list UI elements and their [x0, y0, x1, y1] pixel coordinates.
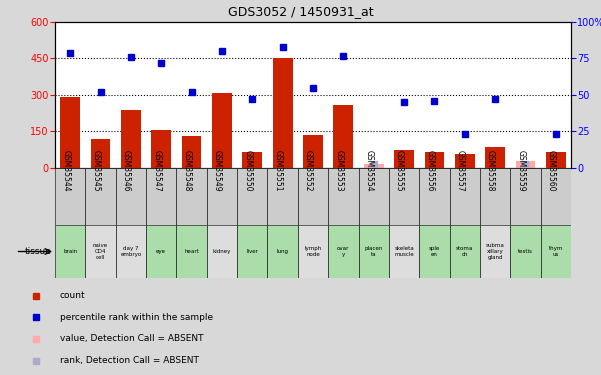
Bar: [480, 168, 510, 225]
Bar: [510, 225, 541, 278]
Text: stoma
ch: stoma ch: [456, 246, 474, 257]
Bar: [273, 58, 293, 168]
Bar: [267, 168, 298, 225]
Text: GSM35545: GSM35545: [91, 150, 100, 192]
Bar: [237, 225, 267, 278]
Text: subma
xillary
gland: subma xillary gland: [486, 243, 505, 260]
Bar: [485, 147, 505, 168]
Text: GSM35549: GSM35549: [213, 150, 222, 192]
Bar: [546, 152, 566, 168]
Text: placen
ta: placen ta: [365, 246, 383, 257]
Bar: [328, 168, 359, 225]
Bar: [541, 168, 571, 225]
Bar: [424, 152, 444, 168]
Bar: [207, 225, 237, 278]
Bar: [85, 225, 116, 278]
Text: testis: testis: [518, 249, 533, 254]
Bar: [419, 168, 450, 225]
Bar: [267, 225, 298, 278]
Bar: [450, 168, 480, 225]
Text: GSM35553: GSM35553: [334, 150, 343, 192]
Bar: [116, 225, 146, 278]
Text: GSM35556: GSM35556: [426, 150, 435, 192]
Text: GSM35558: GSM35558: [486, 150, 495, 192]
Bar: [389, 225, 419, 278]
Bar: [303, 135, 323, 168]
Text: GSM35544: GSM35544: [61, 150, 70, 192]
Text: count: count: [59, 291, 85, 300]
Bar: [359, 225, 389, 278]
Text: thym
us: thym us: [549, 246, 563, 257]
Text: sple
en: sple en: [429, 246, 440, 257]
Text: GSM35560: GSM35560: [547, 150, 556, 192]
Bar: [182, 136, 201, 168]
Bar: [359, 168, 389, 225]
Bar: [212, 93, 232, 168]
Bar: [85, 168, 116, 225]
Bar: [55, 225, 85, 278]
Bar: [298, 168, 328, 225]
Text: liver: liver: [246, 249, 258, 254]
Text: GSM35546: GSM35546: [122, 150, 131, 192]
Text: lung: lung: [276, 249, 288, 254]
Text: GSM35559: GSM35559: [516, 150, 525, 192]
Text: percentile rank within the sample: percentile rank within the sample: [59, 313, 213, 322]
Text: GDS3052 / 1450931_at: GDS3052 / 1450931_at: [228, 5, 373, 18]
Text: GSM35552: GSM35552: [304, 150, 313, 192]
Text: GSM35547: GSM35547: [152, 150, 161, 192]
Text: GSM35548: GSM35548: [183, 150, 192, 192]
Text: GSM35555: GSM35555: [395, 150, 404, 192]
Text: GSM35551: GSM35551: [273, 150, 282, 192]
Bar: [328, 225, 359, 278]
Bar: [541, 225, 571, 278]
Bar: [394, 150, 414, 168]
Bar: [480, 225, 510, 278]
Bar: [91, 139, 111, 168]
Text: lymph
node: lymph node: [304, 246, 322, 257]
Bar: [334, 105, 353, 168]
Bar: [510, 168, 541, 225]
Bar: [450, 225, 480, 278]
Text: value, Detection Call = ABSENT: value, Detection Call = ABSENT: [59, 334, 203, 344]
Text: GSM35557: GSM35557: [456, 150, 465, 192]
Bar: [177, 225, 207, 278]
Bar: [60, 98, 80, 168]
Text: kidney: kidney: [213, 249, 231, 254]
Bar: [207, 168, 237, 225]
Bar: [177, 168, 207, 225]
Text: rank, Detection Call = ABSENT: rank, Detection Call = ABSENT: [59, 356, 198, 365]
Bar: [121, 110, 141, 168]
Text: skeleta
muscle: skeleta muscle: [394, 246, 414, 257]
Bar: [146, 225, 177, 278]
Text: naive
CD4
cell: naive CD4 cell: [93, 243, 108, 260]
Bar: [146, 168, 177, 225]
Text: day 7
embryo: day 7 embryo: [120, 246, 141, 257]
Bar: [364, 164, 383, 168]
Bar: [237, 168, 267, 225]
Bar: [419, 225, 450, 278]
Text: heart: heart: [185, 249, 199, 254]
Text: brain: brain: [63, 249, 78, 254]
Bar: [55, 168, 85, 225]
Bar: [116, 168, 146, 225]
Text: GSM35550: GSM35550: [243, 150, 252, 192]
Bar: [242, 152, 262, 168]
Bar: [389, 168, 419, 225]
Text: ovar
y: ovar y: [337, 246, 350, 257]
Text: GSM35554: GSM35554: [365, 150, 374, 192]
Bar: [151, 129, 171, 168]
Text: tissue: tissue: [25, 247, 52, 256]
Bar: [516, 161, 535, 168]
Bar: [455, 154, 475, 168]
Bar: [298, 225, 328, 278]
Text: eye: eye: [156, 249, 166, 254]
